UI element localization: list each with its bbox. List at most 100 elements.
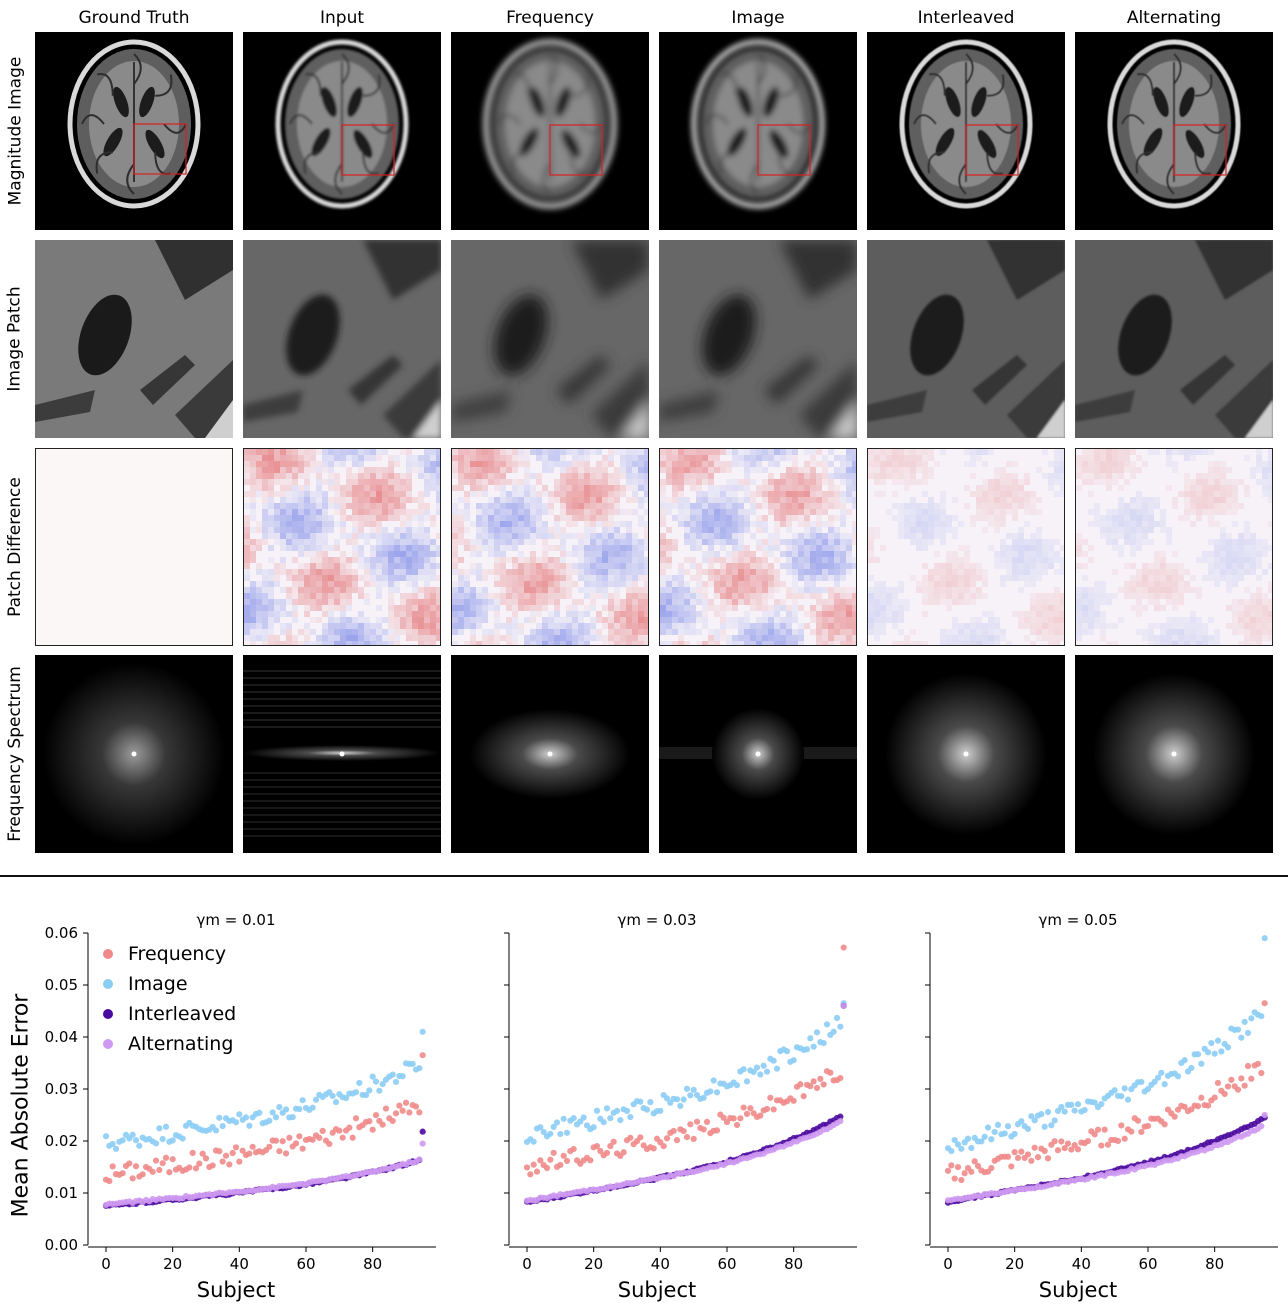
point-image <box>342 1094 350 1102</box>
point-image <box>1004 1123 1012 1130</box>
x-tick-label: 40 <box>230 1255 249 1273</box>
point-image <box>968 1144 975 1152</box>
point-image <box>1151 1078 1158 1085</box>
point-image <box>399 1073 406 1080</box>
point-frequency <box>1194 1103 1202 1110</box>
point-frequency <box>627 1134 634 1141</box>
point-frequency <box>673 1137 681 1144</box>
point-image <box>212 1127 220 1134</box>
point-image <box>710 1077 717 1084</box>
point-frequency <box>239 1147 246 1154</box>
point-frequency <box>126 1160 133 1167</box>
point-image <box>530 1138 537 1145</box>
point-frequency <box>1014 1154 1022 1162</box>
point-alternating <box>419 1140 426 1147</box>
point-frequency <box>349 1134 356 1141</box>
point-frequency <box>570 1145 577 1153</box>
point-image <box>593 1107 601 1114</box>
point-image <box>1211 1050 1218 1057</box>
point-image <box>837 1023 844 1030</box>
point-frequency <box>840 944 847 951</box>
point-frequency <box>603 1149 611 1157</box>
point-frequency <box>547 1156 554 1163</box>
column-title-ground-truth: Ground Truth <box>78 8 190 28</box>
point-image <box>1048 1122 1055 1129</box>
point-image <box>600 1119 607 1126</box>
legend-marker-interleaved <box>103 1009 113 1019</box>
point-frequency <box>948 1162 955 1169</box>
point-image <box>309 1104 316 1111</box>
point-frequency <box>1058 1138 1065 1145</box>
point-image <box>102 1133 110 1140</box>
point-frequency <box>319 1127 326 1135</box>
point-frequency <box>713 1127 721 1134</box>
tile-frequency-spectrum-frequency <box>451 655 649 853</box>
point-image <box>540 1128 547 1136</box>
point-frequency <box>767 1094 774 1101</box>
point-frequency <box>396 1102 403 1109</box>
x-tick-label: 40 <box>1072 1255 1091 1273</box>
point-frequency <box>246 1150 253 1157</box>
x-axis-label: Subject <box>1039 1278 1118 1302</box>
point-image <box>356 1079 363 1087</box>
column-title-image: Image <box>731 8 785 28</box>
tile-frequency-spectrum-input <box>243 655 441 853</box>
point-image <box>948 1147 955 1155</box>
point-image <box>680 1096 687 1103</box>
point-alternating <box>840 1002 847 1009</box>
point-image <box>276 1103 283 1111</box>
point-frequency <box>587 1157 594 1164</box>
point-interleaved <box>419 1128 426 1135</box>
point-image <box>369 1073 376 1080</box>
point-frequency <box>607 1142 614 1150</box>
point-frequency <box>807 1083 814 1090</box>
point-image <box>366 1087 373 1094</box>
point-image <box>951 1136 958 1144</box>
point-frequency <box>1028 1157 1035 1164</box>
point-image <box>1241 1018 1248 1025</box>
point-frequency <box>543 1164 551 1172</box>
point-image <box>372 1078 380 1085</box>
point-image <box>1098 1100 1105 1108</box>
point-frequency <box>326 1140 333 1148</box>
point-image <box>1224 1044 1232 1051</box>
tile-magnitude-image-input <box>243 32 441 230</box>
point-frequency <box>1104 1141 1112 1148</box>
point-frequency <box>1034 1154 1042 1161</box>
tile-image-patch-frequency <box>451 240 649 438</box>
point-frequency <box>670 1127 677 1135</box>
point-image <box>553 1119 561 1126</box>
point-frequency <box>971 1158 978 1165</box>
point-image <box>643 1106 651 1113</box>
point-frequency <box>951 1175 958 1182</box>
point-image <box>132 1137 140 1144</box>
point-frequency <box>166 1169 173 1176</box>
point-frequency <box>149 1168 156 1175</box>
point-frequency <box>1118 1122 1125 1129</box>
point-image <box>757 1071 764 1078</box>
point-image <box>830 1028 837 1035</box>
point-frequency <box>683 1133 691 1141</box>
point-frequency <box>827 1069 834 1076</box>
point-image <box>1068 1101 1075 1108</box>
point-image <box>617 1116 624 1124</box>
point-image <box>570 1115 577 1122</box>
y-tick-label: 0.04 <box>45 1028 78 1046</box>
point-frequency <box>650 1145 657 1152</box>
point-frequency <box>1114 1137 1122 1145</box>
point-frequency <box>1258 1069 1265 1077</box>
point-image <box>136 1142 143 1149</box>
point-frequency <box>1008 1163 1015 1170</box>
point-image <box>713 1089 721 1096</box>
point-frequency <box>266 1143 273 1150</box>
point-frequency <box>1011 1149 1018 1156</box>
point-frequency <box>1041 1147 1048 1155</box>
point-frequency <box>954 1164 962 1171</box>
point-image <box>557 1130 564 1138</box>
point-frequency <box>132 1163 140 1170</box>
point-frequency <box>1198 1094 1205 1101</box>
point-frequency <box>813 1084 821 1092</box>
point-image <box>823 1021 831 1028</box>
point-alternating <box>1258 1123 1265 1130</box>
point-frequency <box>1098 1142 1105 1149</box>
